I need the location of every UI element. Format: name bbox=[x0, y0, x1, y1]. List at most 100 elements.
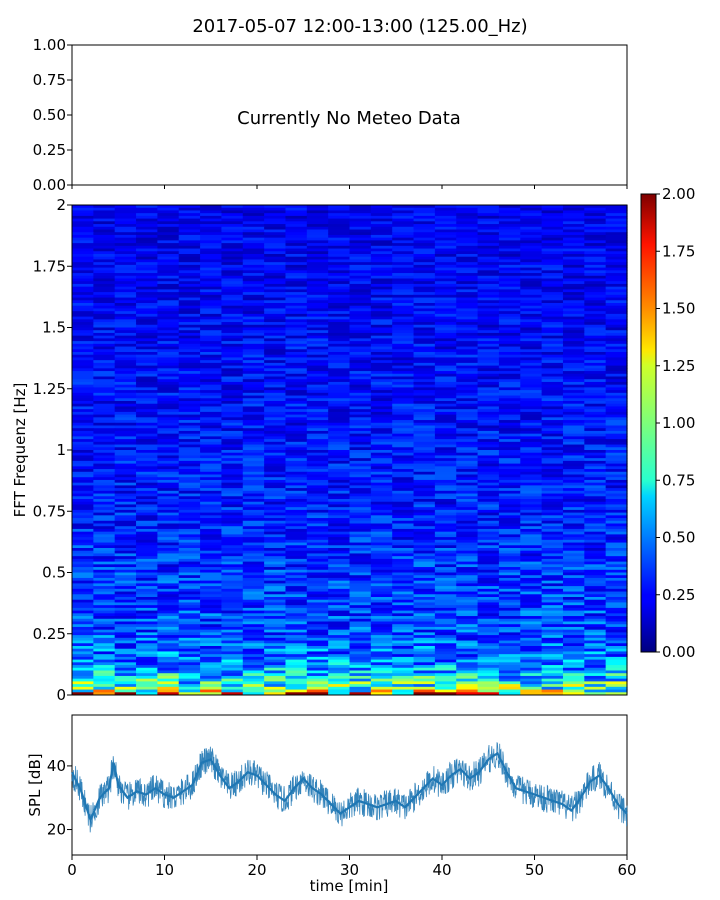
spectrogram-cell bbox=[242, 684, 265, 688]
spectrogram-cell bbox=[477, 267, 500, 271]
spectrogram-cell bbox=[328, 422, 351, 426]
spectrogram-cell bbox=[434, 466, 457, 470]
spectrogram-cell bbox=[392, 640, 415, 644]
spectrogram-cell bbox=[605, 602, 628, 606]
spectrogram-cell bbox=[477, 447, 500, 451]
spectrogram-cell bbox=[72, 234, 94, 239]
spectrogram-cell bbox=[72, 433, 94, 437]
spectrogram-cell bbox=[434, 234, 457, 239]
spectrogram-cell bbox=[328, 278, 351, 282]
spectrogram-cell bbox=[562, 376, 585, 380]
spectrogram-cell bbox=[584, 373, 607, 377]
spectrogram-cell bbox=[498, 428, 521, 432]
spectrogram-cell bbox=[456, 485, 479, 489]
spectrogram-cell bbox=[541, 490, 564, 494]
spectrogram-cell bbox=[221, 537, 244, 541]
spectrogram-cell bbox=[157, 605, 180, 609]
spectrogram-cell bbox=[392, 613, 415, 617]
spectrogram-cell bbox=[221, 365, 244, 369]
spectrogram-cell bbox=[605, 303, 628, 307]
spectrogram-cell bbox=[114, 213, 137, 217]
spectrogram-cell bbox=[349, 531, 372, 535]
spectrogram-cell bbox=[413, 343, 436, 347]
spectrogram-cell bbox=[349, 420, 372, 424]
spectrogram-cell bbox=[498, 460, 521, 465]
spectrogram-cell bbox=[136, 477, 158, 481]
spectrogram-cell bbox=[114, 640, 137, 644]
spectrogram-cell bbox=[264, 447, 287, 451]
spectrogram-cell bbox=[605, 493, 628, 497]
spectrogram-cell bbox=[349, 526, 372, 530]
spectrogram-cell bbox=[200, 234, 223, 239]
spectrogram-cell bbox=[285, 474, 308, 478]
spectrogram-cell bbox=[605, 292, 628, 296]
spectrogram-cell bbox=[498, 305, 521, 309]
spectrogram-cell bbox=[349, 341, 372, 345]
spectrogram-cell bbox=[413, 436, 436, 440]
spectrogram-cell bbox=[136, 692, 158, 696]
spectrogram-cell bbox=[93, 629, 116, 633]
spectrogram-cell bbox=[136, 441, 158, 445]
spectrogram-cell bbox=[306, 686, 329, 690]
spectrogram-cell bbox=[562, 267, 585, 271]
spectrogram-cell bbox=[370, 545, 393, 549]
spectrogram-cell bbox=[562, 392, 585, 396]
spectrogram-cell bbox=[178, 357, 201, 361]
spectrogram-cell bbox=[306, 294, 329, 298]
spectrogram-cell bbox=[221, 597, 244, 601]
spectrogram-cell bbox=[456, 667, 479, 671]
spectrogram-cell bbox=[413, 379, 436, 383]
spectrogram-cell bbox=[178, 618, 201, 622]
spectrogram-cell bbox=[221, 499, 244, 503]
spectrogram-cell bbox=[242, 237, 265, 241]
spectrogram-cell bbox=[370, 267, 393, 271]
spectrogram-cell bbox=[413, 330, 436, 334]
spectrogram-cell bbox=[562, 232, 585, 236]
spectrogram-cell bbox=[541, 275, 564, 279]
spectrogram-cell bbox=[306, 507, 329, 511]
spectrogram-cell bbox=[434, 297, 457, 301]
spectrogram-cell bbox=[349, 523, 372, 527]
spectrogram-cell bbox=[562, 526, 585, 530]
spectrogram-cell bbox=[93, 406, 116, 410]
spectrogram-cell bbox=[200, 436, 223, 440]
spectrogram-cell bbox=[456, 692, 479, 696]
spectrogram-cell bbox=[72, 286, 94, 290]
spectrogram-cell bbox=[136, 553, 158, 557]
spectrogram-cell bbox=[285, 381, 308, 386]
spectrogram-cell bbox=[584, 411, 607, 416]
spectrogram-cell bbox=[434, 294, 457, 298]
spectrogram-cell bbox=[584, 349, 607, 353]
spectrogram-cell bbox=[349, 417, 372, 421]
spectrogram-cell bbox=[136, 392, 158, 396]
spectrogram-cell bbox=[456, 564, 479, 568]
spectrogram-cell bbox=[114, 398, 137, 402]
spectrogram-cell bbox=[584, 338, 607, 342]
spectrogram-cell bbox=[178, 447, 201, 451]
spectrogram-cell bbox=[349, 376, 372, 380]
spectrogram-cell bbox=[477, 477, 500, 481]
spectrogram-cell bbox=[72, 248, 94, 252]
spectrogram-cell bbox=[349, 422, 372, 426]
spectrogram-cell bbox=[520, 414, 543, 418]
spectrogram-cell bbox=[221, 433, 244, 437]
spectrogram-cell bbox=[221, 286, 244, 290]
spectrogram-cell bbox=[328, 635, 351, 639]
spectrogram-cell bbox=[306, 477, 329, 481]
spectrogram-cell bbox=[498, 444, 521, 448]
spectrogram-cell bbox=[306, 420, 329, 424]
spectrogram-cell bbox=[72, 692, 94, 696]
spectrogram-cell bbox=[434, 305, 457, 309]
spectrogram-cell bbox=[114, 381, 137, 386]
spectrogram-cell bbox=[605, 629, 628, 633]
spectrogram-cell bbox=[72, 229, 94, 233]
spectrogram-cell bbox=[285, 577, 308, 582]
spectrogram-cell bbox=[370, 251, 393, 255]
spectrogram-cell bbox=[178, 548, 201, 552]
spectrogram-cell bbox=[434, 338, 457, 342]
spectrogram-cell bbox=[242, 439, 265, 443]
spectrogram-cell bbox=[584, 526, 607, 530]
spectrogram-cell bbox=[562, 471, 585, 475]
spectrogram-cell bbox=[520, 357, 543, 361]
